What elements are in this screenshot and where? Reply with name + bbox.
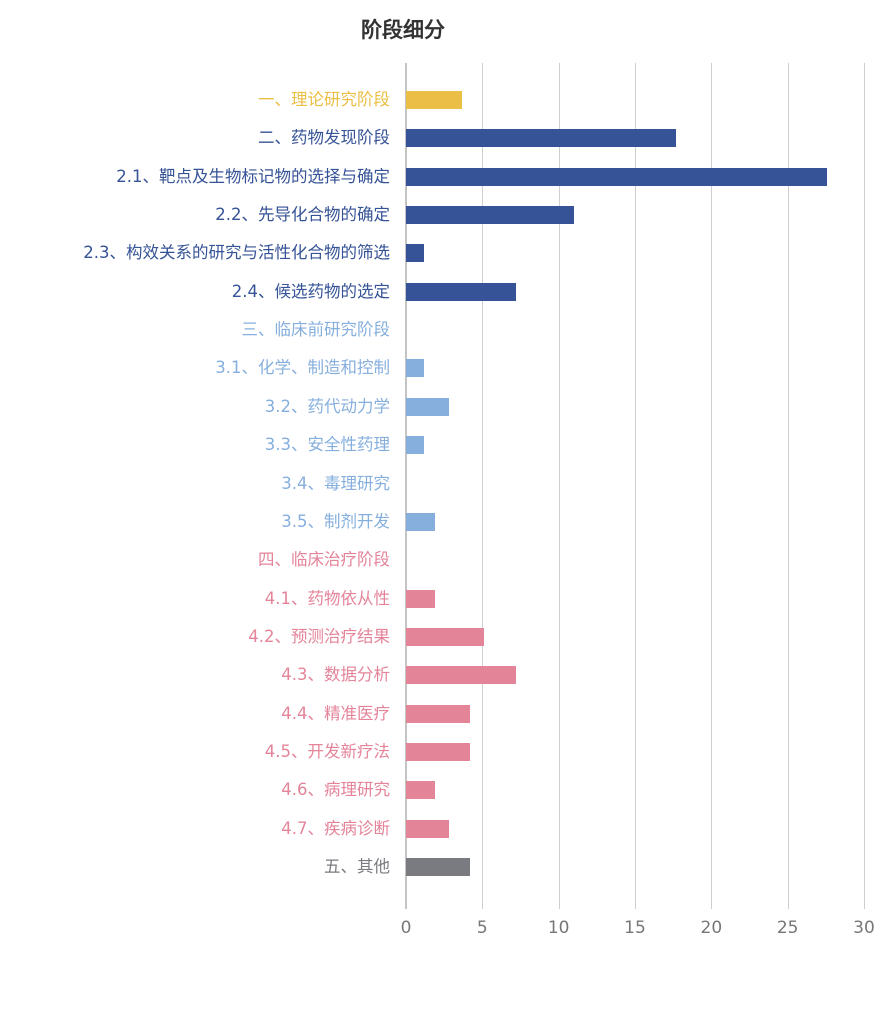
bar[interactable] xyxy=(406,436,425,455)
bar[interactable] xyxy=(406,129,677,148)
bar[interactable] xyxy=(406,282,516,301)
category-label: 4.4、精准医疗 xyxy=(281,703,390,723)
gridline xyxy=(711,63,713,909)
x-tick-label: 10 xyxy=(547,918,570,938)
bar[interactable] xyxy=(406,512,435,531)
category-label: 4.5、开发新疗法 xyxy=(264,741,390,761)
bar[interactable] xyxy=(406,666,516,685)
bar[interactable] xyxy=(406,167,828,186)
category-label: 3.1、化学、制造和控制 xyxy=(215,358,390,378)
bar[interactable] xyxy=(406,819,449,838)
category-label: 三、临床前研究阶段 xyxy=(241,320,391,340)
category-label: 五、其他 xyxy=(324,857,390,876)
category-label: 4.7、疾病诊断 xyxy=(281,818,390,838)
gridline xyxy=(558,63,560,909)
category-label: 3.5、制剂开发 xyxy=(281,511,390,531)
x-tick-label: 30 xyxy=(853,918,875,938)
bar[interactable] xyxy=(406,742,471,761)
bar[interactable] xyxy=(406,397,449,416)
gridline xyxy=(864,63,865,909)
category-label: 一、理论研究阶段 xyxy=(258,90,390,109)
x-tick-label: 15 xyxy=(624,918,646,938)
x-tick-label: 20 xyxy=(700,918,723,938)
category-label: 4.2、预测治疗结果 xyxy=(248,626,390,646)
x-tick-label: 5 xyxy=(476,918,488,938)
category-label: 2.2、先导化合物的确定 xyxy=(215,205,390,225)
category-label: 2.4、候选药物的选定 xyxy=(231,281,390,301)
x-tick-label: 0 xyxy=(400,918,412,938)
category-label: 2.1、靶点及生物标记物的选择与确定 xyxy=(116,166,390,186)
category-label: 4.1、药物依从性 xyxy=(264,588,390,608)
bar[interactable] xyxy=(406,244,425,263)
bar[interactable] xyxy=(406,91,463,109)
gridline xyxy=(635,63,636,909)
gridline xyxy=(482,63,484,909)
category-label: 二、药物发现阶段 xyxy=(258,128,390,148)
category-label: 4.6、病理研究 xyxy=(281,780,390,800)
y-axis-line xyxy=(405,63,407,909)
chart-title: 阶段细分 xyxy=(361,18,445,42)
bar[interactable] xyxy=(406,589,435,608)
gridline xyxy=(787,63,789,909)
category-label: 4.3、数据分析 xyxy=(281,665,390,685)
bar[interactable] xyxy=(406,206,574,225)
bar[interactable] xyxy=(406,781,435,800)
category-label: 四、临床治疗阶段 xyxy=(258,550,390,570)
category-label: 2.3、构效关系的研究与活性化合物的筛选 xyxy=(83,243,390,263)
category-label: 3.4、毒理研究 xyxy=(281,473,390,493)
bar[interactable] xyxy=(406,359,425,378)
category-label: 3.2、药代动力学 xyxy=(264,396,390,416)
plot-area xyxy=(405,63,865,909)
bar[interactable] xyxy=(406,858,471,876)
category-label: 3.3、安全性药理 xyxy=(264,435,390,455)
bar[interactable] xyxy=(406,627,484,646)
x-tick-label: 25 xyxy=(776,918,799,938)
bar[interactable] xyxy=(406,704,471,723)
